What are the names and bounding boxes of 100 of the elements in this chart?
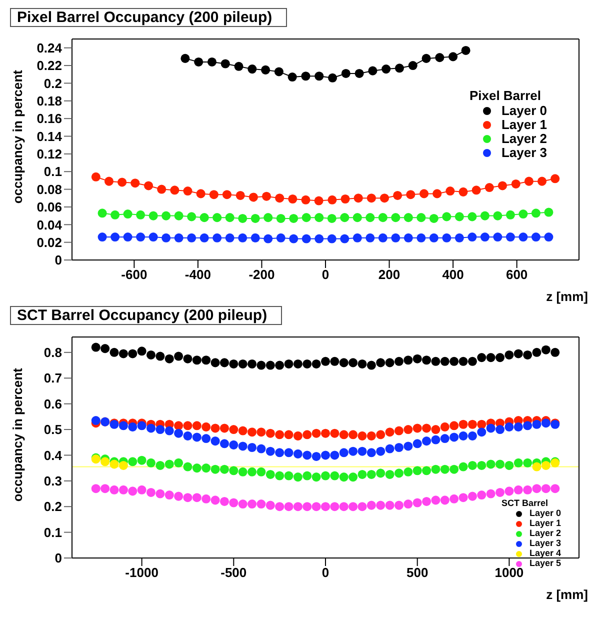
- point: [302, 430, 312, 440]
- point: [174, 421, 184, 430]
- point: [394, 64, 404, 73]
- point: [289, 234, 298, 244]
- point: [541, 460, 550, 470]
- x-tick-label: -500: [220, 565, 247, 580]
- point: [156, 460, 165, 470]
- point: [330, 450, 340, 460]
- point: [136, 232, 146, 242]
- y-tick-label: 0.7: [44, 370, 62, 386]
- y-tick-label: 0.04: [36, 217, 63, 232]
- point: [544, 208, 554, 217]
- point: [339, 358, 348, 368]
- point: [416, 213, 426, 222]
- point: [412, 439, 422, 448]
- point: [312, 359, 321, 368]
- point: [156, 425, 165, 434]
- point: [532, 420, 542, 429]
- point: [320, 428, 330, 438]
- point: [118, 485, 128, 494]
- point: [183, 493, 192, 502]
- point: [412, 424, 422, 433]
- point: [275, 430, 284, 440]
- point: [148, 232, 158, 242]
- point: [302, 450, 312, 460]
- point: [320, 356, 330, 366]
- point: [458, 187, 468, 196]
- x-tick-label: 0: [322, 267, 330, 282]
- point: [174, 492, 184, 501]
- point: [412, 498, 422, 508]
- point: [458, 462, 468, 472]
- point: [162, 211, 171, 220]
- point: [393, 190, 402, 200]
- point: [550, 174, 560, 184]
- point: [514, 458, 523, 468]
- point: [200, 213, 209, 222]
- point: [514, 485, 523, 494]
- x-tick-label: -1000: [125, 565, 158, 580]
- point: [340, 194, 350, 204]
- legend-label: Layer 2: [529, 528, 561, 539]
- point: [293, 472, 302, 482]
- point: [288, 194, 298, 204]
- point: [229, 498, 238, 508]
- point: [187, 233, 196, 242]
- point: [468, 431, 477, 440]
- point: [256, 360, 266, 370]
- point: [136, 210, 146, 220]
- point: [468, 492, 477, 501]
- point: [477, 490, 486, 500]
- point: [137, 456, 146, 465]
- point: [358, 431, 367, 440]
- point: [264, 234, 273, 244]
- legend-label: Layer 1: [501, 116, 547, 132]
- point: [378, 233, 388, 242]
- point: [435, 53, 444, 62]
- point: [314, 213, 324, 222]
- point: [261, 65, 270, 74]
- point: [518, 210, 528, 219]
- point: [118, 349, 128, 358]
- point: [110, 485, 119, 494]
- point: [146, 458, 156, 468]
- point: [440, 434, 450, 444]
- x-tick-label: -600: [121, 267, 148, 282]
- point: [495, 488, 505, 497]
- point: [450, 432, 459, 442]
- point: [146, 488, 156, 497]
- point: [352, 213, 362, 222]
- point: [301, 72, 310, 81]
- point: [394, 442, 404, 452]
- point: [477, 428, 486, 437]
- point: [486, 489, 496, 498]
- point: [137, 485, 146, 494]
- y-tick-label: 0.12: [36, 146, 62, 162]
- y-tick-label: 0.14: [36, 128, 63, 144]
- point: [301, 195, 310, 204]
- point: [358, 359, 367, 368]
- point: [378, 213, 388, 222]
- point: [91, 484, 100, 494]
- point: [91, 172, 100, 182]
- point: [541, 418, 550, 428]
- point: [118, 460, 128, 470]
- point: [248, 467, 257, 476]
- point: [302, 234, 311, 244]
- point: [275, 502, 284, 512]
- point: [495, 353, 505, 362]
- y-tick-label: 0.02: [36, 234, 62, 250]
- point: [148, 211, 158, 220]
- point: [192, 356, 202, 365]
- point: [366, 213, 375, 222]
- point: [446, 186, 455, 196]
- point: [380, 194, 390, 203]
- point: [123, 210, 132, 219]
- point: [210, 464, 220, 474]
- point: [348, 446, 358, 456]
- x-tick-label: 200: [378, 267, 400, 282]
- point: [541, 484, 550, 494]
- point: [275, 448, 284, 458]
- x-tick-label: 0: [322, 565, 330, 580]
- point: [468, 460, 477, 470]
- point: [408, 61, 418, 70]
